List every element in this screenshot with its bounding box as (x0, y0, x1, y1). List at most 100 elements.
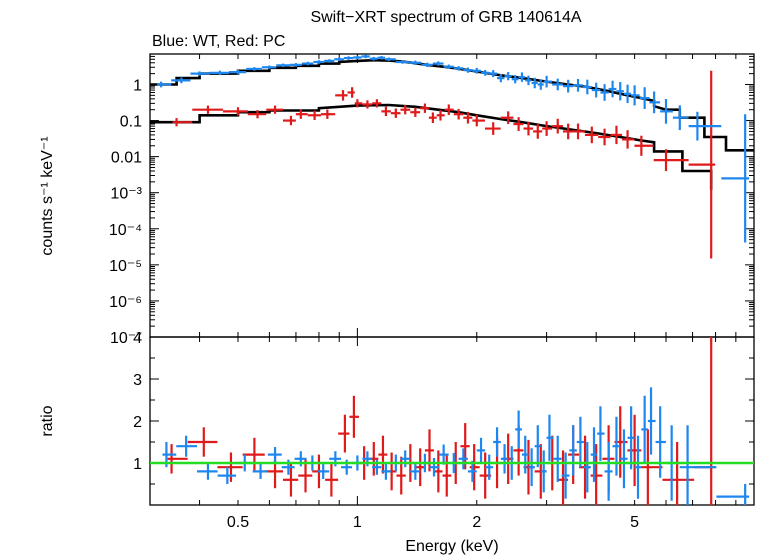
spectrum-point-wt (369, 56, 378, 61)
spectrum-point-wt (537, 79, 544, 90)
spectrum-point-wt (463, 67, 473, 73)
spectrum-point-wt (489, 70, 498, 78)
spectrum-point-wt (343, 56, 353, 60)
spectrum-point-wt (639, 87, 650, 109)
ratio-point-wt (553, 435, 562, 482)
spectrum-point-wt (672, 105, 689, 131)
ratio-point-wt (679, 425, 717, 505)
ratio-point-wt (521, 435, 529, 474)
ratio-point-wt (429, 457, 439, 477)
ratio-point-wt (604, 442, 613, 501)
ratio-point-wt (620, 429, 628, 489)
spectrum-point-wt (525, 75, 532, 86)
ratio-point-wt (197, 463, 218, 480)
spectrum-point-pc (420, 103, 429, 113)
ratio-point-wt (641, 395, 648, 463)
ratio-point-wt (597, 406, 605, 461)
spectrum-point-wt (591, 82, 601, 98)
ratio-point-wt (515, 410, 522, 449)
ratio-point-wt (410, 463, 421, 480)
spectrum-point-pc (390, 108, 401, 118)
ratio-point-wt (267, 447, 282, 463)
spectrum-point-pc (584, 126, 599, 144)
spectrum-point-pc (362, 100, 373, 109)
ratio-point-pc (338, 414, 350, 453)
spectrum-point-wt (608, 80, 617, 98)
spectrum-point-pc (295, 109, 308, 119)
ratio-point-pc (662, 442, 695, 505)
spectrum-point-pc (410, 107, 421, 117)
spectrum-point-wt (472, 67, 481, 74)
ratio-point-pc (424, 429, 434, 472)
ratio-point-wt (716, 484, 750, 505)
spectrum-point-wt (361, 54, 370, 59)
ratio-point-pc (694, 337, 716, 505)
ratio-point-pc (242, 437, 265, 472)
spectrum-point-pc (347, 87, 355, 98)
spectrum-point-wt (157, 81, 172, 88)
spectrum-point-pc (400, 104, 411, 115)
ratio-point-wt (400, 450, 411, 468)
spectrum-point-wt (518, 72, 526, 82)
spectrum-point-pc (622, 130, 635, 149)
spectrum-pc-points (172, 70, 716, 259)
ratio-y-axis-label: ratio (39, 405, 56, 436)
spectrum-point-wt (631, 85, 640, 106)
spectrum-point-wt (301, 61, 314, 66)
ratio-point-wt (569, 425, 577, 476)
x-axis-label: Energy (keV) (405, 538, 498, 555)
spectrum-y-tick-label: 10⁻⁴ (109, 222, 142, 239)
spectrum-point-wt (421, 62, 433, 68)
ratio-point-wt (500, 444, 509, 474)
ratio-y-tick-labels: 1 2 3 4 (133, 330, 142, 473)
spectrum-point-pc (552, 118, 563, 134)
spectrum-model-curves (150, 58, 754, 190)
spectrum-point-pc (513, 117, 524, 131)
ratio-panel: 1 2 3 4 0.5 1 2 5 (133, 330, 755, 531)
ratio-point-wt (576, 416, 584, 468)
spectrum-point-pc (436, 110, 445, 121)
spectrum-point-pc (444, 104, 454, 115)
spectrum-wt-points (157, 54, 750, 243)
x-tick-label: 0.5 (227, 514, 249, 531)
ratio-point-pc (349, 395, 360, 438)
spectrum-y-tick-label: 10⁻⁶ (109, 294, 142, 311)
ratio-point-pc (282, 463, 299, 497)
spectrum-point-wt (190, 71, 210, 76)
ratio-point-pc (433, 450, 443, 493)
ratio-point-wt (252, 463, 268, 479)
chart-subtitle: Blue: WT, Red: PC (152, 33, 285, 50)
ratio-point-wt (176, 435, 198, 457)
spectrum-point-wt (497, 74, 505, 83)
spectrum-y-tick-label: 10⁻⁵ (109, 258, 142, 275)
ratio-point-pc (460, 423, 470, 470)
spectrum-point-wt (432, 61, 444, 66)
spectrum-point-pc (533, 124, 543, 139)
spectrum-point-wt (480, 70, 490, 76)
chart-title: Swift−XRT spectrum of GRB 140614A (310, 9, 581, 26)
ratio-point-wt (217, 467, 237, 484)
spectrum-point-wt (511, 75, 519, 84)
ratio-point-wt (534, 425, 541, 468)
spectrum-point-pc (634, 135, 654, 156)
ratio-point-wt (485, 454, 494, 480)
spectrum-point-wt (228, 69, 247, 75)
spectrum-point-wt (261, 65, 277, 70)
spectrum-point-wt (334, 57, 344, 62)
ratio-y-tick-label: 1 (133, 456, 142, 473)
ratio-point-pc (187, 427, 218, 457)
spectrum-point-wt (313, 60, 325, 64)
spectrum-y-tick-label: 1 (133, 77, 142, 94)
spectrum-point-pc (381, 106, 391, 117)
spectrum-point-pc (598, 128, 611, 146)
ratio-point-wt (317, 463, 330, 479)
ratio-x-tick-labels: 0.5 1 2 5 (227, 514, 639, 531)
spectrum-point-pc (354, 99, 363, 108)
spectrum-axis-ticks (149, 53, 755, 338)
x-tick-label: 2 (472, 514, 481, 531)
spectrum-point-pc (307, 110, 321, 120)
x-tick-label: 5 (630, 514, 639, 531)
ratio-y-tick-label: 2 (133, 414, 142, 431)
spectrum-point-wt (443, 64, 454, 69)
